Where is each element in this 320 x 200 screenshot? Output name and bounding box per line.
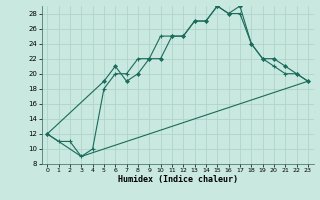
- X-axis label: Humidex (Indice chaleur): Humidex (Indice chaleur): [118, 175, 237, 184]
